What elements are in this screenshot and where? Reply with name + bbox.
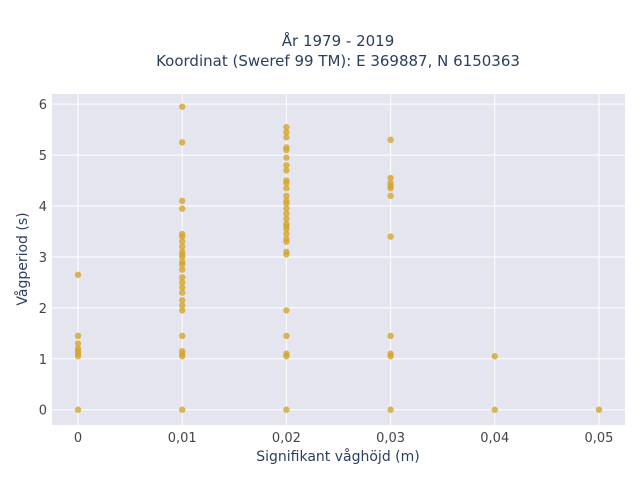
y-tick-label: 2 — [39, 302, 47, 317]
data-point — [179, 205, 186, 212]
data-point — [283, 177, 290, 184]
plot-area — [52, 94, 625, 425]
data-point — [74, 340, 82, 347]
data-point — [74, 332, 82, 340]
data-point — [179, 230, 186, 238]
data-point — [387, 233, 394, 240]
x-tick-label: 0,05 — [584, 431, 613, 446]
x-axis-label: Signifikant våghöjd (m) — [256, 448, 419, 465]
data-point — [283, 307, 290, 314]
data-point — [74, 406, 82, 413]
data-point — [179, 307, 186, 314]
data-point — [387, 332, 394, 340]
data-point — [74, 345, 82, 352]
y-tick-label: 3 — [39, 251, 47, 266]
data-point — [179, 243, 186, 250]
data-point — [179, 297, 186, 304]
data-point — [387, 192, 394, 200]
data-point — [179, 103, 186, 110]
data-point — [283, 167, 290, 174]
data-point — [179, 284, 186, 291]
data-point — [179, 248, 186, 256]
data-point — [387, 179, 394, 187]
data-point — [74, 271, 82, 278]
data-point — [491, 406, 498, 413]
data-point — [179, 238, 186, 245]
data-point — [179, 266, 186, 273]
data-point — [283, 235, 290, 243]
data-point — [283, 185, 290, 192]
data-point — [179, 332, 186, 340]
data-point — [179, 279, 186, 286]
data-point — [179, 406, 186, 413]
data-point — [283, 134, 290, 141]
data-point — [595, 406, 603, 413]
y-tick-label: 1 — [39, 353, 47, 368]
data-point — [179, 274, 186, 281]
data-point — [387, 136, 394, 144]
data-point — [283, 144, 290, 151]
chart-title-line2: Koordinat (Sweref 99 TM): E 369887, N 61… — [156, 52, 520, 70]
data-point — [179, 197, 186, 205]
x-axis-ticks: 0 0,01 0,02 0,03 0,04 0,05 — [74, 431, 614, 446]
data-point — [491, 353, 498, 360]
y-tick-label: 0 — [39, 404, 47, 419]
data-point — [283, 205, 290, 212]
data-point — [283, 192, 290, 200]
data-point — [283, 210, 290, 217]
data-point — [283, 230, 290, 238]
data-point — [283, 123, 290, 131]
data-point — [179, 258, 186, 266]
y-tick-label: 6 — [39, 98, 47, 113]
data-point — [387, 174, 394, 182]
data-point — [283, 154, 290, 161]
data-point — [179, 139, 186, 146]
data-point — [283, 215, 290, 222]
y-tick-label: 5 — [39, 149, 47, 164]
data-point — [283, 350, 290, 357]
data-point — [179, 347, 186, 355]
x-tick-label: 0,03 — [376, 431, 405, 446]
x-tick-label: 0,02 — [272, 431, 301, 446]
data-point — [283, 220, 290, 228]
data-point — [283, 406, 290, 413]
data-point — [179, 302, 186, 309]
x-tick-label: 0 — [74, 431, 82, 446]
y-axis-label: Vågperiod (s) — [14, 212, 31, 305]
x-tick-label: 0,04 — [480, 431, 509, 446]
data-point — [283, 332, 290, 340]
data-point — [283, 248, 290, 256]
data-point — [283, 128, 290, 136]
data-point — [283, 162, 290, 169]
data-point — [387, 350, 394, 357]
data-point — [387, 406, 394, 413]
y-tick-label: 4 — [39, 200, 47, 215]
y-axis-ticks: 0 1 2 3 4 5 6 — [39, 98, 47, 419]
data-point — [179, 289, 186, 296]
chart-title-line1: År 1979 - 2019 — [282, 31, 395, 50]
x-tick-label: 0,01 — [168, 431, 197, 446]
data-point — [283, 197, 290, 205]
data-points — [74, 103, 603, 413]
